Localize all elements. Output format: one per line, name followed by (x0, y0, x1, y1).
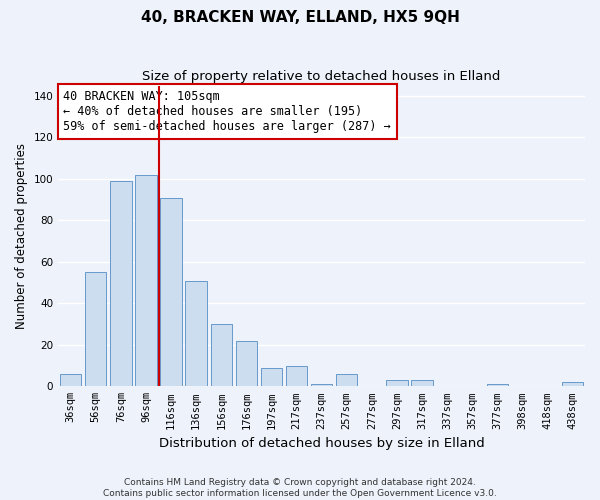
Bar (211, 324, 232, 386)
Bar (562, 382, 583, 386)
X-axis label: Distribution of detached houses by size in Elland: Distribution of detached houses by size … (159, 437, 484, 450)
Text: Contains HM Land Registry data © Crown copyright and database right 2024.
Contai: Contains HM Land Registry data © Crown c… (103, 478, 497, 498)
Bar (185, 280, 207, 386)
Bar (136, 174, 157, 386)
Y-axis label: Number of detached properties: Number of detached properties (15, 143, 28, 329)
Bar (311, 384, 332, 386)
Bar (286, 366, 307, 386)
Bar (160, 198, 182, 386)
Title: Size of property relative to detached houses in Elland: Size of property relative to detached ho… (142, 70, 501, 83)
Bar (110, 181, 131, 386)
Text: 40, BRACKEN WAY, ELLAND, HX5 9QH: 40, BRACKEN WAY, ELLAND, HX5 9QH (140, 10, 460, 25)
Bar (261, 368, 282, 386)
Bar (487, 384, 508, 386)
Bar (336, 374, 358, 386)
Bar (236, 340, 257, 386)
Bar (411, 380, 433, 386)
Text: 40 BRACKEN WAY: 105sqm
← 40% of detached houses are smaller (195)
59% of semi-de: 40 BRACKEN WAY: 105sqm ← 40% of detached… (64, 90, 391, 133)
Bar (386, 380, 407, 386)
Bar (85, 272, 106, 386)
Bar (60, 374, 82, 386)
